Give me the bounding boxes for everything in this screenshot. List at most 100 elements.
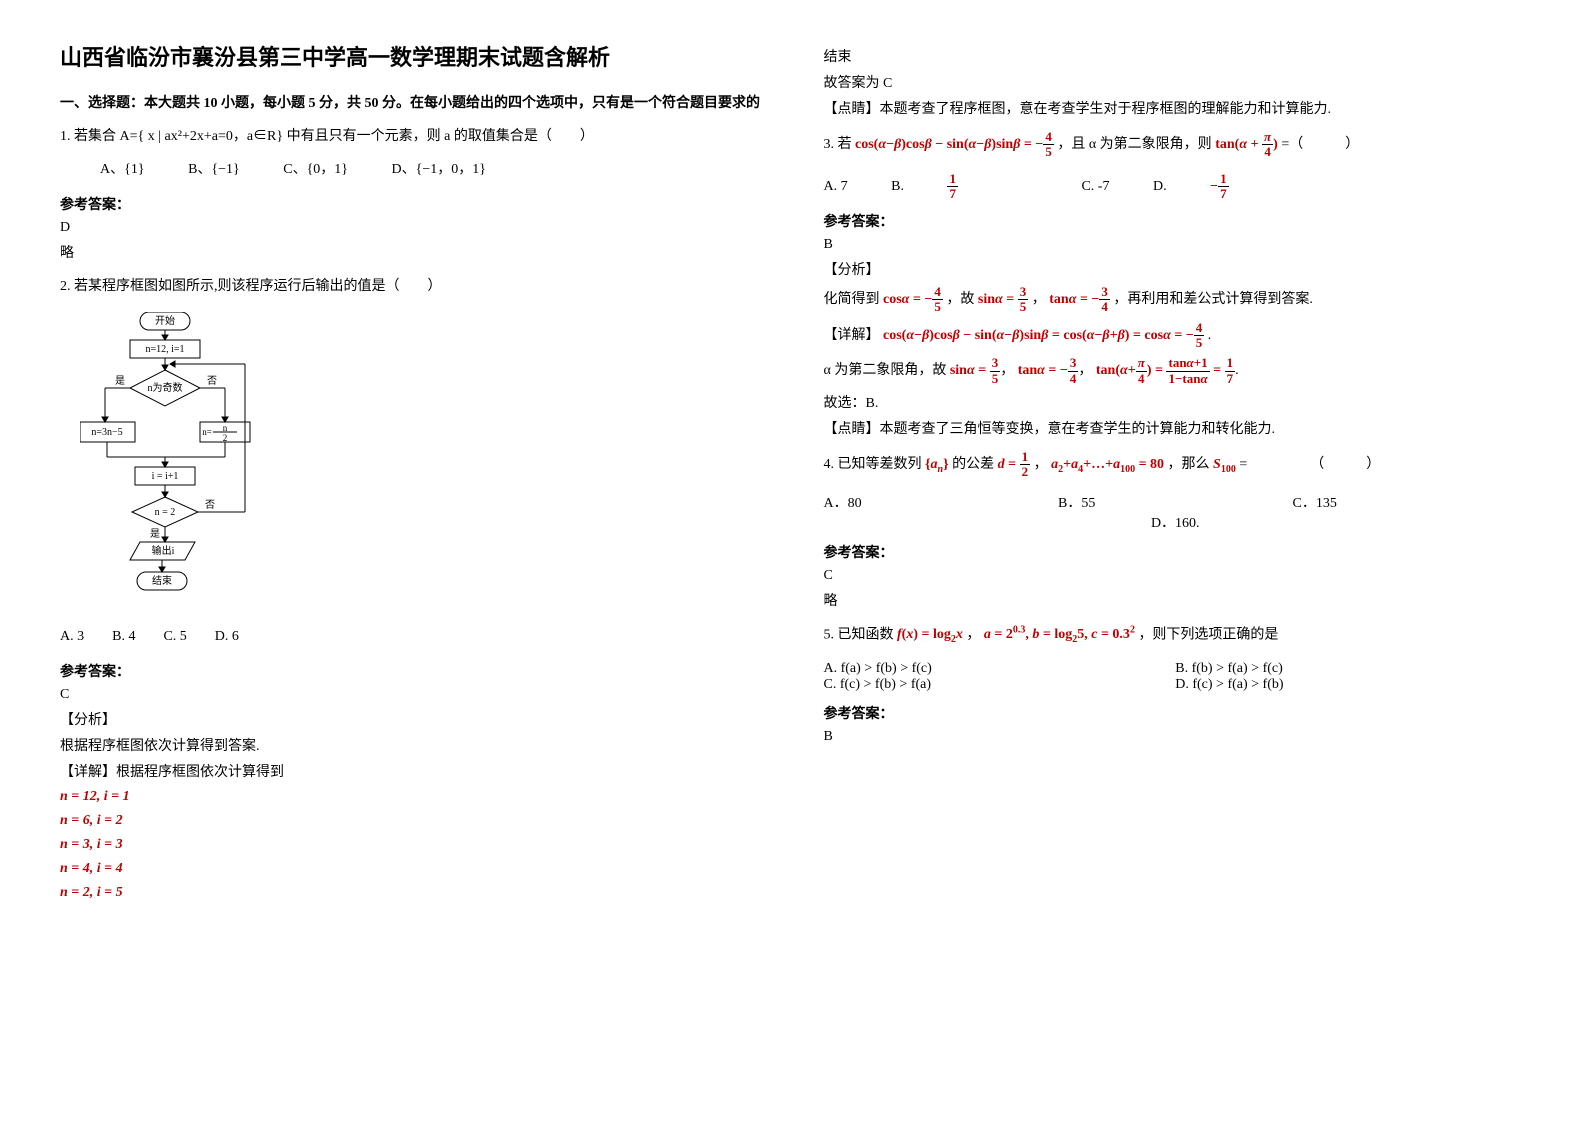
q2-step3: n = 3, i = 3 [60, 837, 764, 853]
q1-opt-b: B、{−1} [188, 157, 240, 182]
flow-start: 开始 [155, 314, 175, 327]
q3-detail-label: 【详解】 [824, 328, 880, 343]
question-4: 4. 已知等差数列 {an} 的公差 d = 12 ， a2+a4+…+a100… [824, 450, 1528, 480]
q4-s100: S100 [1213, 457, 1236, 472]
q4-suf: = （ ） [1239, 457, 1380, 472]
q2-s5-text: n = 2, i = 5 [60, 885, 123, 900]
q3-options: A. 7 B. 17 C. -7 D. −17 [824, 172, 1528, 202]
q3-cos: cosα = −45 [883, 292, 943, 307]
q3-expr1: cos(α−β)cosβ − sin(α−β)sinβ = −45 [855, 137, 1057, 152]
q2-analyze: 根据程序框图依次计算得到答案. [60, 735, 764, 755]
col2-end: 结束 [824, 46, 1528, 66]
q3-a2: ，故 [946, 292, 974, 307]
q4-m3: ，那么 [1168, 457, 1214, 472]
flow-right-eq: n= [202, 427, 212, 437]
q3-optb-frac: 17 [947, 172, 998, 202]
q5-opt-d: D. f(c) > f(a) > f(b) [1175, 677, 1527, 693]
q3-ans-label: 参考答案： [824, 211, 1528, 231]
q3-detail-line2: α 为第二象限角，故 sinα = 35， tanα = −34， tan(α+… [824, 356, 1528, 386]
q4-opt-a: A．80 [824, 492, 1059, 512]
q5-ans-label: 参考答案： [824, 703, 1528, 723]
q1-ans-label: 参考答案： [60, 194, 764, 214]
q2-step1: n = 12, i = 1 [60, 789, 764, 805]
q3-expr2: tan(α + π4) [1215, 137, 1281, 152]
q1-opt-a: A、{1} [100, 157, 145, 182]
q1-ans: D [60, 220, 764, 236]
right-column: 结束 故答案为 C 【点睛】本题考查了程序框图，意在考查学生对于程序框图的理解能… [824, 40, 1528, 909]
q3-l2b: tanα = −34 [1018, 363, 1079, 378]
q3-l2c: tan(α+π4) = tanα+11−tanα = 17 [1096, 363, 1235, 378]
left-column: 山西省临汾市襄汾县第三中学高一数学理期末试题含解析 一、选择题：本大题共 10 … [60, 40, 764, 909]
q3-tan: tanα = −34 [1049, 292, 1110, 307]
q3-opt-c: C. -7 [1081, 179, 1109, 195]
q2-s4-text: n = 4, i = 4 [60, 861, 123, 876]
flow-cond1: n为奇数 [148, 381, 183, 394]
q3-suffix: =（ ） [1281, 137, 1359, 152]
q2-options: A. 3 B. 4 C. 5 D. 6 [60, 624, 764, 649]
q4-d: d = 12 [998, 457, 1030, 472]
q4-opt-c: C．135 [1293, 492, 1528, 512]
q4-pre: 4. 已知等差数列 [824, 457, 922, 472]
flow-left: n=3n−5 [91, 427, 122, 438]
flow-end: 结束 [152, 574, 172, 587]
q5-opt-b: B. f(b) > f(a) > f(c) [1175, 661, 1527, 677]
question-3: 3. 若 cos(α−β)cosβ − sin(α−β)sinβ = −45 ，… [824, 130, 1528, 160]
q5-opt-c: C. f(c) > f(b) > f(a) [824, 677, 1176, 693]
q3-ans: B [824, 237, 1528, 253]
q3-opt-a: A. 7 [824, 179, 848, 195]
q4-an: {an} [925, 457, 949, 472]
q3-analyze-label: 【分析】 [824, 259, 1528, 279]
flow-yes2: 是 [150, 528, 160, 540]
question-2: 2. 若某程序框图如图所示,则该程序运行后输出的值是（ ） [60, 274, 764, 299]
q3-optd-frac: −17 [1210, 172, 1308, 202]
q4-m2: ， [1034, 457, 1048, 472]
q3-optd-label: D. [1153, 179, 1167, 195]
q3-a1: 化简得到 [824, 292, 880, 307]
q2-s3-text: n = 3, i = 3 [60, 837, 123, 852]
flow-cond2: n = 2 [155, 507, 176, 518]
q4-opt-d: D．160. [824, 512, 1528, 532]
question-5: 5. 已知函数 f(x) = log2x ， a = 20.3, b = log… [824, 622, 1528, 649]
q2-ans: C [60, 687, 764, 703]
q4-m1: 的公差 [952, 457, 998, 472]
q3-line2pre: α 为第二象限角，故 [824, 363, 947, 378]
q1-options: A、{1} B、{−1} C、{0，1} D、{−1，0，1} [60, 157, 764, 182]
q4-options: A．80 B．55 C．135 [824, 492, 1528, 512]
q4-opt-b: B．55 [1058, 492, 1293, 512]
q2-flowchart: 开始 n=12, i=1 n为奇数 是 [80, 312, 764, 612]
flow-no: 否 [207, 375, 217, 387]
q5-f: f(x) = log2x [897, 627, 963, 642]
q3-opt-b: B. 17 [891, 172, 1038, 202]
q3-optb-label: B. [891, 179, 904, 195]
flow-out: 输出i [152, 544, 175, 557]
q2-ans-label: 参考答案： [60, 661, 764, 681]
q4-ans: C [824, 568, 1528, 584]
q5-options-row1: A. f(a) > f(b) > f(c) B. f(b) > f(a) > f… [824, 661, 1528, 677]
q2-step2: n = 6, i = 2 [60, 813, 764, 829]
q5-suf: ，则下列选项正确的是 [1138, 627, 1278, 642]
flow-inc: i = i+1 [152, 471, 179, 482]
q3-mid: ，且 α 为第二象限角，则 [1057, 137, 1211, 152]
q3-opt-d: D. −17 [1153, 172, 1349, 202]
q5-m: ， [966, 627, 980, 642]
question-1: 1. 若集合 A={ x | ax²+2x+a=0，a∈R} 中有且只有一个元素… [60, 124, 764, 182]
q2-s2-text: n = 6, i = 2 [60, 813, 123, 828]
q1-opt-c: C、{0，1} [283, 157, 348, 182]
q2-s1-text: n = 12, i = 1 [60, 789, 130, 804]
q3-analyze-line: 化简得到 cosα = −45 ，故 sinα = 35 ， tanα = −3… [824, 285, 1528, 315]
flow-right-2: 2 [223, 433, 228, 443]
q3-detail-line1: 【详解】 cos(α−β)cosβ − sin(α−β)sinβ = cos(α… [824, 321, 1528, 351]
flow-no2: 否 [205, 499, 215, 511]
q5-pre: 5. 已知函数 [824, 627, 898, 642]
q5-abc: a = 20.3, b = log25, c = 0.32 [984, 627, 1135, 642]
q4-ans-label: 参考答案： [824, 542, 1528, 562]
q3-a3: ， [1032, 292, 1046, 307]
q5-ans: B [824, 729, 1528, 745]
section-1-title: 一、选择题：本大题共 10 小题，每小题 5 分，共 50 分。在每小题给出的四… [60, 92, 764, 112]
q2-stem: 2. 若某程序框图如图所示,则该程序运行后输出的值是（ ） [60, 274, 764, 299]
q4-note: 略 [824, 590, 1528, 610]
q2-step4: n = 4, i = 4 [60, 861, 764, 877]
q5-options-row2: C. f(c) > f(b) > f(a) D. f(c) > f(a) > f… [824, 677, 1528, 693]
q2-detail-label: 【详解】根据程序框图依次计算得到 [60, 761, 764, 781]
q3-soB: 故选：B. [824, 392, 1528, 412]
